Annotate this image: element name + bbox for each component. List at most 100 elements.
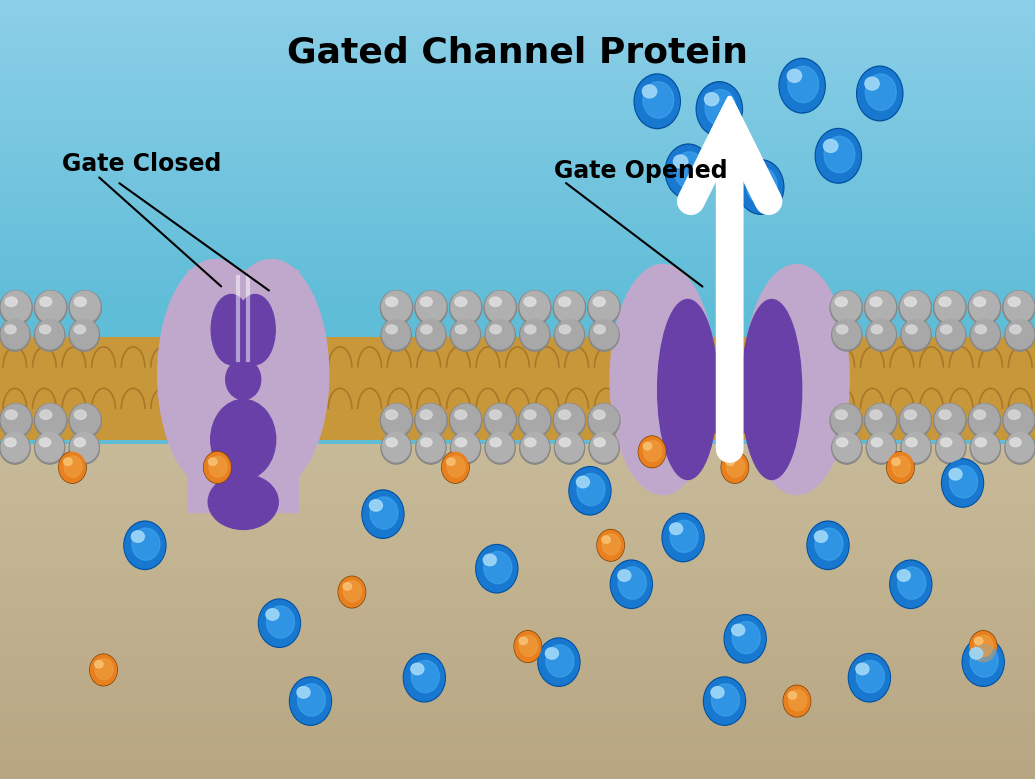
Ellipse shape — [490, 325, 501, 333]
Ellipse shape — [972, 432, 999, 462]
Ellipse shape — [131, 528, 159, 560]
Ellipse shape — [450, 319, 480, 351]
Bar — [0, 461, 1035, 469]
Ellipse shape — [887, 453, 914, 482]
Ellipse shape — [705, 90, 736, 126]
Ellipse shape — [421, 325, 432, 333]
Ellipse shape — [405, 654, 444, 701]
Ellipse shape — [934, 291, 966, 325]
Ellipse shape — [449, 291, 481, 325]
Bar — [0, 265, 1035, 270]
Bar — [0, 171, 1035, 177]
Bar — [0, 545, 1035, 553]
Ellipse shape — [483, 554, 497, 566]
Ellipse shape — [830, 291, 862, 325]
Ellipse shape — [850, 654, 889, 701]
Text: Gated Channel Protein: Gated Channel Protein — [287, 35, 748, 69]
Ellipse shape — [866, 291, 895, 323]
Ellipse shape — [869, 410, 882, 419]
Ellipse shape — [421, 438, 432, 446]
Ellipse shape — [338, 577, 365, 607]
Ellipse shape — [906, 325, 917, 333]
Ellipse shape — [554, 291, 586, 325]
Ellipse shape — [588, 404, 620, 438]
Ellipse shape — [416, 404, 446, 435]
Ellipse shape — [519, 291, 551, 325]
Ellipse shape — [416, 432, 446, 464]
Ellipse shape — [971, 432, 1001, 464]
Ellipse shape — [415, 291, 447, 325]
Ellipse shape — [1008, 410, 1021, 419]
Ellipse shape — [808, 522, 848, 569]
Ellipse shape — [266, 608, 279, 620]
Ellipse shape — [1, 291, 31, 323]
Ellipse shape — [634, 74, 680, 129]
Bar — [0, 16, 1035, 21]
Ellipse shape — [901, 319, 932, 351]
Ellipse shape — [906, 438, 917, 446]
Ellipse shape — [972, 432, 999, 462]
Ellipse shape — [381, 319, 411, 351]
Bar — [0, 453, 1035, 461]
Ellipse shape — [969, 291, 1001, 325]
Ellipse shape — [602, 534, 620, 555]
Ellipse shape — [555, 432, 585, 464]
Ellipse shape — [451, 291, 480, 323]
Ellipse shape — [939, 297, 951, 306]
Ellipse shape — [1008, 410, 1021, 419]
Ellipse shape — [1004, 291, 1034, 323]
Ellipse shape — [611, 560, 652, 608]
Ellipse shape — [974, 297, 985, 306]
Ellipse shape — [1006, 432, 1034, 462]
Ellipse shape — [208, 474, 278, 530]
Ellipse shape — [832, 319, 862, 351]
Ellipse shape — [899, 291, 932, 325]
Ellipse shape — [832, 432, 862, 464]
Ellipse shape — [411, 661, 439, 693]
Ellipse shape — [892, 458, 900, 465]
Ellipse shape — [125, 522, 165, 569]
Ellipse shape — [867, 319, 895, 349]
Bar — [0, 62, 1035, 68]
Ellipse shape — [485, 291, 515, 323]
Bar — [0, 670, 1035, 679]
Ellipse shape — [386, 325, 397, 333]
Bar — [0, 687, 1035, 696]
Bar — [0, 192, 1035, 197]
Ellipse shape — [5, 410, 18, 419]
Ellipse shape — [204, 452, 231, 483]
Ellipse shape — [975, 325, 986, 333]
Ellipse shape — [520, 637, 528, 644]
Bar — [0, 746, 1035, 754]
Text: Gate Opened: Gate Opened — [554, 160, 728, 183]
Bar — [0, 57, 1035, 62]
Ellipse shape — [941, 438, 952, 446]
Ellipse shape — [970, 647, 983, 659]
Ellipse shape — [593, 410, 605, 419]
Ellipse shape — [970, 632, 997, 661]
Ellipse shape — [36, 432, 63, 462]
Ellipse shape — [386, 297, 397, 306]
Ellipse shape — [70, 291, 100, 323]
Ellipse shape — [381, 432, 411, 464]
Bar — [0, 135, 1035, 140]
Ellipse shape — [421, 325, 432, 333]
Ellipse shape — [589, 404, 619, 435]
Ellipse shape — [975, 636, 993, 657]
Ellipse shape — [900, 404, 930, 435]
Ellipse shape — [415, 404, 447, 438]
Ellipse shape — [971, 319, 1001, 351]
Ellipse shape — [5, 438, 17, 446]
Ellipse shape — [39, 297, 52, 306]
Ellipse shape — [742, 299, 802, 480]
Ellipse shape — [75, 325, 86, 333]
Ellipse shape — [554, 291, 586, 325]
Ellipse shape — [454, 410, 467, 419]
Ellipse shape — [449, 404, 481, 438]
Ellipse shape — [815, 530, 828, 542]
Ellipse shape — [1010, 438, 1022, 446]
Ellipse shape — [131, 530, 145, 542]
Ellipse shape — [1006, 319, 1034, 349]
Ellipse shape — [590, 432, 618, 462]
Ellipse shape — [415, 404, 447, 438]
